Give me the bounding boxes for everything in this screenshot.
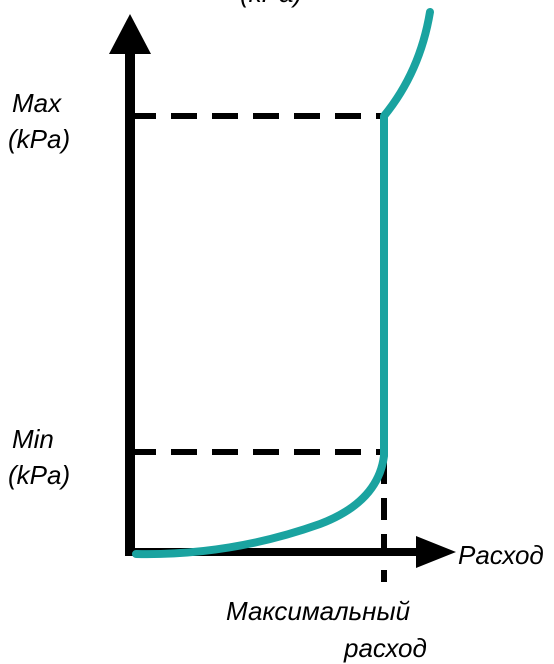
x-axis-arrowhead (416, 536, 456, 568)
x-axis-label: Расход (458, 540, 544, 570)
max-flow-label-line1: Максимальный (226, 596, 410, 626)
max-pressure-label-line2: (kPa) (8, 124, 70, 154)
y-axis-label-clipped: (kPa) (240, 0, 302, 8)
max-flow-label-line2: расход (343, 633, 427, 663)
min-pressure-label-line1: Min (12, 424, 54, 454)
max-pressure-label-line1: Max (12, 88, 62, 118)
flow-characteristic-curve (132, 8, 434, 559)
min-pressure-label-line2: (kPa) (8, 460, 70, 490)
y-axis-arrowhead (109, 14, 151, 54)
